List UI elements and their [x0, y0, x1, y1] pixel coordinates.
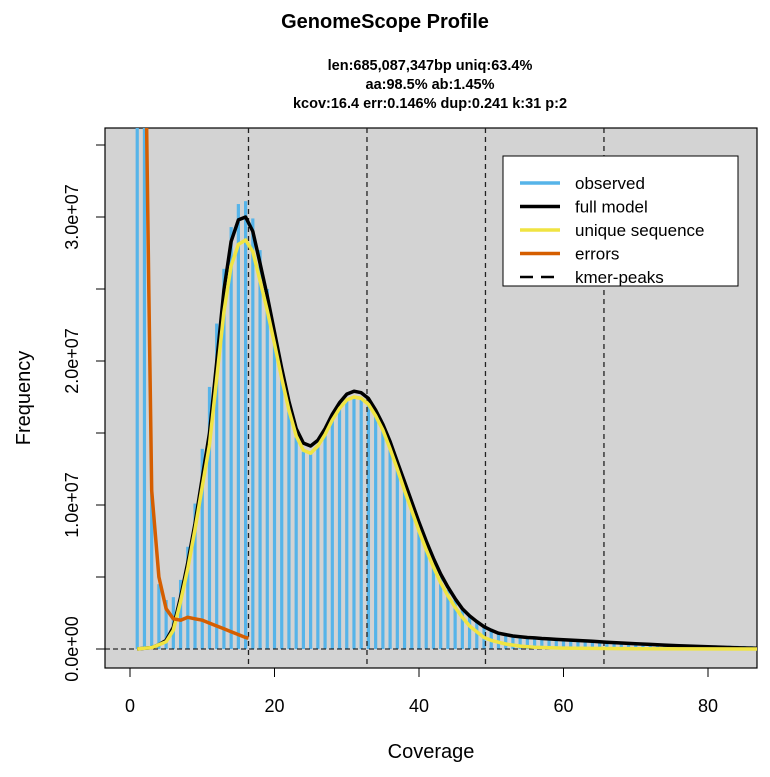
observed-bar [251, 218, 255, 649]
observed-bars [105, 128, 757, 650]
observed-bar [511, 634, 515, 649]
observed-bar [402, 487, 407, 649]
observed-bar [178, 579, 183, 649]
observed-bar [316, 445, 320, 649]
observed-bar [388, 447, 392, 649]
observed-bar [236, 204, 240, 650]
legend-label: kmer-peaks [575, 268, 664, 287]
observed-bar [583, 640, 587, 649]
observed-bar [193, 503, 197, 649]
observed-bar [590, 641, 594, 649]
chart-subtitle-line-2: aa:98.5% ab:1.45% [366, 77, 495, 93]
observed-bar [417, 528, 421, 649]
observed-bar [215, 323, 219, 649]
observed-bar [265, 289, 269, 649]
x-tick-label: 60 [553, 696, 573, 716]
observed-bar [410, 507, 414, 649]
observed-bar [157, 584, 161, 649]
x-axis: 0 20 40 60 80 [125, 667, 718, 716]
observed-bar [352, 397, 356, 649]
observed-bar [142, 128, 147, 649]
observed-bar [337, 408, 342, 649]
observed-bar [605, 641, 609, 649]
observed-bar [612, 642, 616, 649]
legend-label: errors [575, 245, 619, 264]
observed-bar [424, 545, 428, 649]
observed-bar [186, 546, 190, 649]
x-tick-label: 40 [409, 696, 429, 716]
observed-bar [439, 577, 443, 649]
x-tick-label: 0 [125, 696, 135, 716]
y-tick-label: 2.0e+07 [62, 328, 82, 394]
observed-bar [164, 600, 168, 649]
observed-bar [395, 467, 399, 649]
chart-subtitle-line-1: len:685,087,347bp uniq:63.4% [328, 58, 533, 74]
model-lines [137, 128, 757, 651]
x-axis-label: Coverage [388, 741, 475, 763]
chart-title: GenomeScope Profile [281, 11, 489, 33]
observed-bar [619, 642, 623, 649]
y-tick-label: 3.0e+07 [62, 184, 82, 250]
observed-bar [518, 636, 522, 649]
observed-bar [648, 643, 652, 649]
observed-bar [150, 490, 154, 649]
legend-label: full model [575, 198, 648, 217]
y-tick-label: 1.0e+07 [62, 472, 82, 538]
observed-bar [540, 638, 544, 649]
observed-bar [244, 201, 248, 649]
observed-bar [554, 639, 558, 649]
observed-bar [467, 615, 472, 649]
observed-bar [207, 386, 212, 649]
observed-bar [504, 633, 508, 649]
chart-subtitle-line-3: kcov:16.4 err:0.146% dup:0.241 k:31 p:2 [293, 96, 567, 112]
observed-bar [381, 430, 385, 649]
legend-box [502, 155, 739, 287]
observed-bar [309, 453, 313, 649]
observed-bar [330, 420, 334, 649]
observed-bar [634, 642, 638, 649]
observed-bar [280, 372, 284, 649]
y-axis: 0.0e+00 1.0e+07 2.0e+07 3.0e+07 [62, 144, 106, 682]
x-tick-label: 80 [698, 696, 718, 716]
observed-bar [533, 637, 537, 649]
unique-sequence-line [137, 238, 757, 651]
observed-bar [626, 642, 631, 649]
observed-bar [301, 451, 305, 649]
x-tick-label: 20 [264, 696, 284, 716]
observed-bar [641, 643, 645, 649]
observed-bar [547, 638, 551, 649]
observed-bar [374, 415, 378, 649]
observed-bar [200, 448, 204, 649]
observed-bar [496, 631, 501, 649]
legend-label: unique sequence [575, 221, 705, 240]
observed-bar [135, 128, 139, 649]
observed-bar [598, 641, 602, 649]
legend: observed full model unique sequence errors k… [502, 155, 739, 287]
errors-line [144, 128, 249, 640]
observed-bar [272, 332, 277, 649]
observed-bar [576, 640, 580, 649]
full-model-line [137, 215, 757, 651]
observed-bar [222, 268, 226, 649]
observed-bar [258, 250, 262, 649]
observed-bar [345, 399, 349, 649]
observed-bar [294, 437, 298, 649]
observed-bar [431, 562, 436, 649]
y-tick-label: 0.0e+00 [62, 616, 82, 682]
observed-bar [525, 636, 529, 649]
observed-bar [475, 621, 479, 649]
observed-bar [229, 227, 233, 649]
observed-bar [359, 398, 363, 649]
observed-bar [561, 639, 566, 649]
observed-bar [323, 434, 327, 649]
legend-label: observed [575, 174, 645, 193]
observed-bar [460, 608, 464, 649]
observed-bar [569, 640, 573, 649]
observed-bar [366, 404, 371, 649]
y-axis-label: Frequency [13, 351, 35, 446]
observed-bar [453, 600, 457, 649]
observed-bar [446, 589, 450, 649]
observed-bar [287, 409, 291, 649]
